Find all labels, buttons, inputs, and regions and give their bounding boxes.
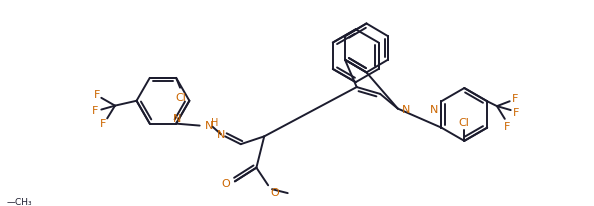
Text: N: N (402, 104, 410, 114)
Text: N: N (217, 130, 225, 140)
Text: O: O (270, 187, 279, 197)
Text: —CH₃: —CH₃ (7, 197, 33, 206)
Text: F: F (94, 89, 100, 99)
Text: N: N (204, 120, 213, 130)
Text: F: F (504, 121, 510, 131)
Text: H: H (211, 117, 219, 127)
Text: O: O (221, 178, 230, 188)
Text: Cl: Cl (459, 118, 470, 128)
Text: Cl: Cl (176, 92, 187, 102)
Text: F: F (100, 119, 106, 129)
Text: F: F (511, 94, 518, 104)
Text: F: F (513, 108, 520, 117)
Text: N: N (173, 113, 181, 123)
Text: F: F (92, 105, 99, 115)
Text: N: N (430, 105, 438, 115)
